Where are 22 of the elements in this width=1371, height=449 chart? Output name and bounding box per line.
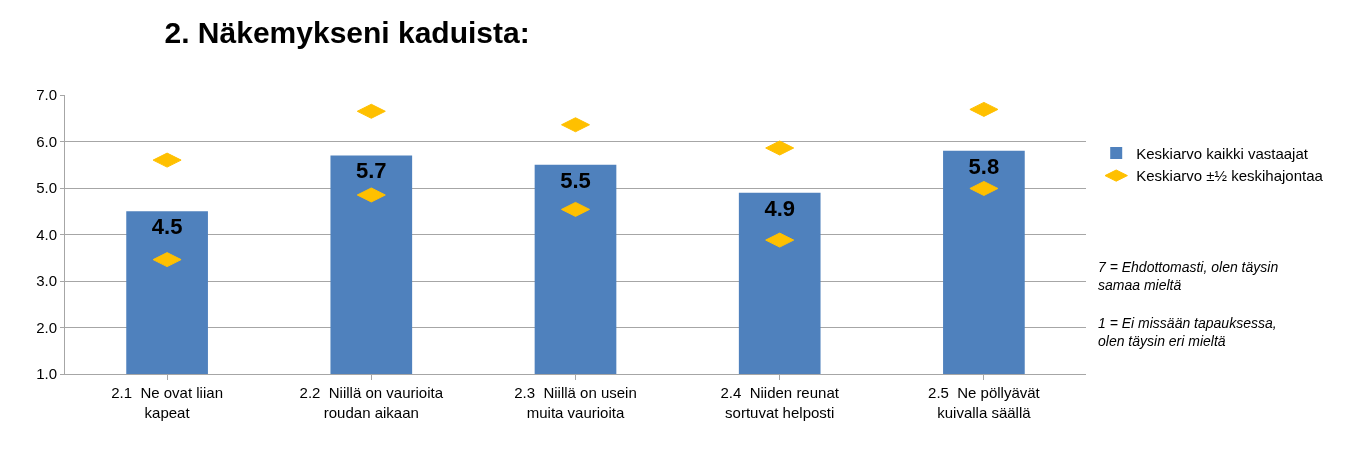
x-tick-label: 2.3 Niillä on usein muita vaurioita	[514, 384, 637, 421]
x-tick-label: 2.5 Ne pöllyävät kuivalla säällä	[928, 384, 1041, 421]
data-label: 4.5	[151, 214, 183, 240]
y-tick-label: 2.0	[36, 318, 57, 336]
y-tick-label: 3.0	[36, 272, 57, 290]
data-label: 5.7	[356, 158, 387, 184]
x-tick-label: 2.2 Niillä on vaurioita roudan aikaan	[299, 384, 444, 421]
y-tick-label: 4.0	[36, 225, 57, 243]
x-tick-label: 2.4 Niiden reunat sortuvat helposti	[720, 384, 840, 421]
chart-title: 2. Näkemykseni kaduista:	[164, 16, 530, 50]
x-tick-label: 2.1 Ne ovat liian kapeat	[111, 384, 223, 421]
y-tick-label: 5.0	[36, 179, 57, 197]
data-label: 5.5	[560, 167, 591, 193]
data-label: 5.8	[968, 153, 1000, 179]
text: 7 = Ehdottomasti, olen täysin samaa mieltä	[1098, 259, 1279, 294]
y-tick-label: 7.0	[36, 86, 57, 104]
y-tick-label: 6.0	[36, 132, 57, 150]
legend-label: Keskiarvo ±½ keskihajontaa	[1136, 167, 1324, 185]
legend-label: Keskiarvo kaikki vastaajat	[1136, 144, 1309, 162]
data-label: 4.9	[764, 195, 795, 221]
text: 1 = Ei missään tapauksessa, olen täysin eri mieltä	[1098, 315, 1277, 350]
y-tick-label: 1.0	[36, 365, 57, 383]
